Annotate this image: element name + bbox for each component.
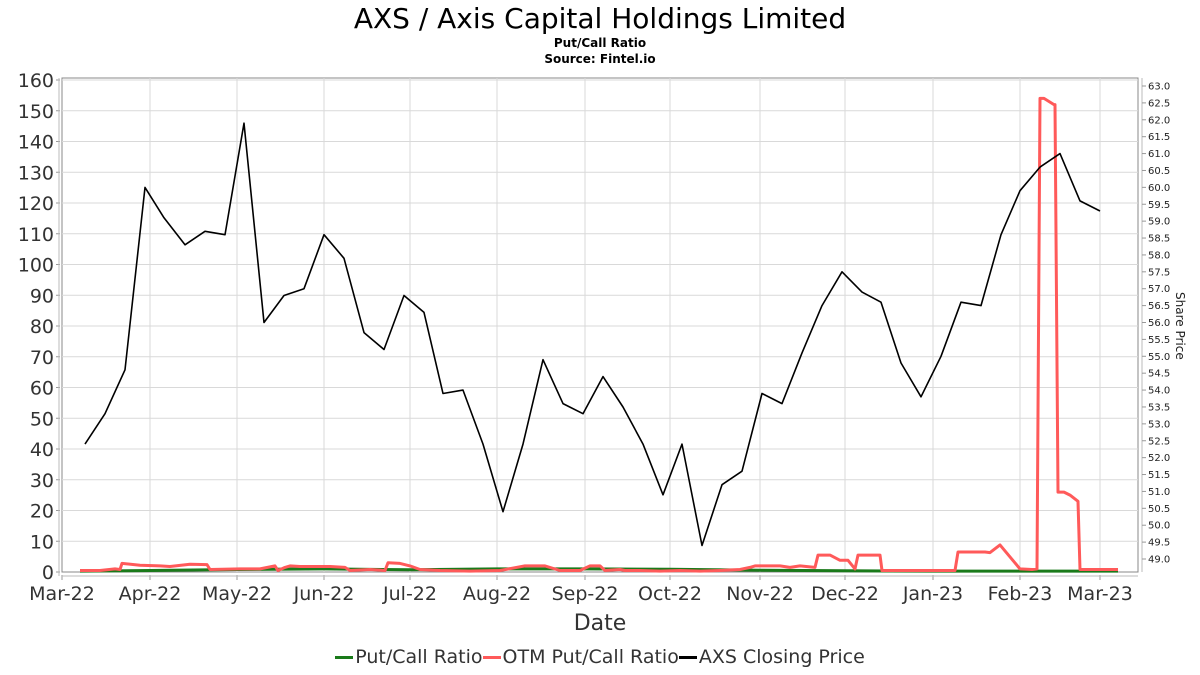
y2-tick-label: 49.0 [1148, 555, 1170, 566]
y-tick-label: 130 [18, 162, 54, 184]
x-tick-label: May-22 [202, 583, 272, 605]
y2-tick-label: 53.5 [1148, 402, 1170, 413]
y2-tick-label: 51.5 [1148, 470, 1170, 481]
chart-legend: Put/Call Ratio OTM Put/Call Ratio AXS Cl… [0, 646, 1200, 668]
y-tick-label: 40 [30, 439, 54, 461]
y2-tick-label: 60.5 [1148, 166, 1170, 177]
x-tick-label: Jul-22 [382, 583, 437, 605]
y2-tick-label: 52.5 [1148, 436, 1170, 447]
y2-tick-label: 54.0 [1148, 386, 1170, 397]
legend-swatch-otm [482, 655, 501, 659]
y2-tick-label: 57.0 [1148, 284, 1170, 295]
x-tick-label: Apr-22 [119, 583, 182, 605]
chart-title: AXS / Axis Capital Holdings Limited [353, 2, 847, 35]
legend-swatch-price [678, 655, 697, 659]
y-tick-label: 50 [30, 408, 54, 430]
y2-tick-label: 58.5 [1148, 234, 1170, 245]
y2-tick-label: 60.0 [1148, 183, 1170, 194]
legend-label: AXS Closing Price [698, 646, 865, 668]
y-tick-label: 20 [30, 501, 54, 523]
y2-tick-label: 59.0 [1148, 217, 1170, 228]
y-tick-label: 160 [18, 70, 54, 92]
y2-tick-label: 50.5 [1148, 504, 1170, 515]
legend-label: Put/Call Ratio [355, 646, 483, 668]
y2-tick-label: 56.5 [1148, 301, 1170, 312]
y-tick-label: 80 [30, 316, 54, 338]
y2-tick-label: 55.5 [1148, 335, 1170, 346]
y-tick-label: 110 [18, 224, 54, 246]
legend-swatch-put-call [335, 655, 354, 659]
y2-tick-label: 62.0 [1148, 115, 1170, 126]
chart-source: Source: Fintel.io [544, 52, 656, 66]
y2-tick-label: 57.5 [1148, 267, 1170, 278]
legend-item-price: AXS Closing Price [678, 646, 865, 668]
x-tick-label: Dec-22 [811, 583, 879, 605]
x-tick-label: Sep-22 [552, 583, 619, 605]
x-tick-label: Jan-23 [902, 583, 963, 605]
y2-tick-label: 49.5 [1148, 538, 1170, 549]
legend-label: OTM Put/Call Ratio [502, 646, 679, 668]
y-tick-label: 90 [30, 285, 54, 307]
x-tick-label: Nov-22 [726, 583, 794, 605]
y2-tick-label: 61.5 [1148, 132, 1170, 143]
y2-tick-label: 58.0 [1148, 250, 1170, 261]
y2-tick-label: 61.0 [1148, 149, 1170, 160]
x-tick-label: Oct-22 [638, 583, 702, 605]
y2-tick-label: 52.0 [1148, 453, 1170, 464]
y-tick-label: 0 [42, 562, 54, 584]
y-tick-label: 60 [30, 378, 54, 400]
x-tick-label: Mar-22 [29, 583, 95, 605]
series-otm-put-call-ratio [80, 96, 1118, 573]
x-tick-label: Jun-22 [293, 583, 355, 605]
y-tick-label: 150 [18, 101, 54, 123]
y2-tick-label: 54.5 [1148, 369, 1170, 380]
y2-tick-label: 55.0 [1148, 352, 1170, 363]
y-tick-label: 10 [30, 531, 54, 553]
y2-tick-label: 62.5 [1148, 98, 1170, 109]
x-tick-label: Aug-22 [463, 583, 531, 605]
y2-tick-label: 53.0 [1148, 419, 1170, 430]
y-tick-label: 70 [30, 347, 54, 369]
y2-tick-label: 56.0 [1148, 318, 1170, 329]
y-tick-label: 100 [18, 255, 54, 277]
y-tick-label: 120 [18, 193, 54, 215]
chart-subtitle: Put/Call Ratio [553, 36, 647, 50]
y2-tick-label: 50.0 [1148, 521, 1170, 532]
series-axs-closing-price [84, 122, 1101, 547]
y-tick-label: 140 [18, 132, 54, 154]
y2-tick-label: 63.0 [1148, 82, 1170, 93]
right-axis-label: Share Price [1173, 292, 1187, 360]
y-tick-label: 30 [30, 470, 54, 492]
legend-item-otm-put-call: OTM Put/Call Ratio [482, 646, 679, 668]
x-tick-label: Feb-23 [988, 583, 1053, 605]
x-tick-label: Mar-23 [1067, 583, 1133, 605]
plot-area [61, 77, 1139, 573]
legend-item-put-call: Put/Call Ratio [335, 646, 483, 668]
y2-tick-label: 51.0 [1148, 487, 1170, 498]
x-axis-label: Date [574, 611, 627, 636]
y2-tick-label: 59.5 [1148, 200, 1170, 211]
